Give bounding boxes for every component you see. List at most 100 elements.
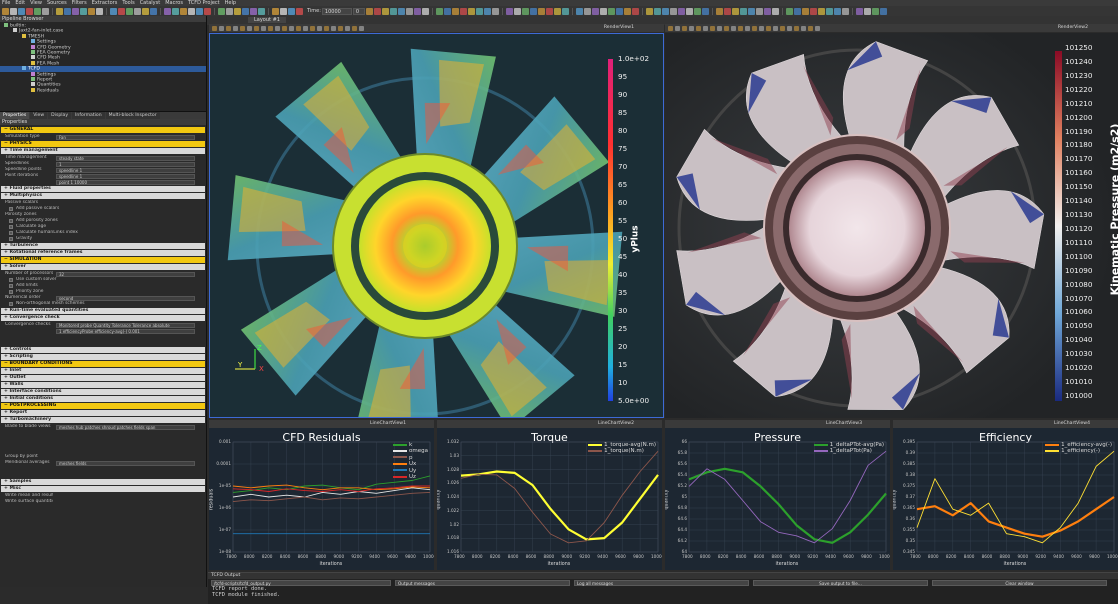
- view-toolbar-icon[interactable]: [766, 25, 771, 31]
- toolbar-icon[interactable]: [413, 7, 421, 15]
- toolbar-icon[interactable]: [96, 7, 103, 15]
- view-toolbar-icon[interactable]: [268, 25, 273, 31]
- toolbar-icon[interactable]: [793, 7, 801, 15]
- toolbar-icon[interactable]: [164, 7, 171, 15]
- menu-tcfd-project[interactable]: TCFD Project: [187, 0, 220, 6]
- view-toolbar-icon[interactable]: [296, 25, 301, 31]
- checkbox[interactable]: [9, 207, 13, 211]
- toolbar-icon[interactable]: [521, 7, 529, 15]
- pipeline-item[interactable]: TMESH: [0, 33, 206, 39]
- group-header[interactable]: + Report: [1, 410, 205, 416]
- view-toolbar-icon[interactable]: [794, 25, 799, 31]
- property-field[interactable]: 1: [56, 161, 195, 167]
- message-type-select[interactable]: Output messages: [395, 579, 570, 586]
- toolbar-icon[interactable]: [607, 7, 615, 15]
- toolbar-icon[interactable]: [188, 7, 195, 15]
- toolbar-icon[interactable]: [451, 7, 459, 15]
- toolbar-icon[interactable]: [747, 7, 755, 15]
- view-toolbar-icon[interactable]: [787, 25, 792, 31]
- property-field[interactable]: meshes hub patches shroud patches fields…: [56, 424, 195, 430]
- toolbar-icon[interactable]: [653, 7, 661, 15]
- tab-properties[interactable]: Properties: [0, 112, 30, 119]
- group-header[interactable]: + Interface conditions: [1, 389, 205, 395]
- toolbar-icon[interactable]: [685, 7, 693, 15]
- toolbar-icon[interactable]: [739, 7, 747, 15]
- view-toolbar-icon[interactable]: [808, 25, 813, 31]
- menu-catalyst[interactable]: Catalyst: [139, 0, 161, 6]
- view-toolbar-icon[interactable]: [780, 25, 785, 31]
- toolbar-icon[interactable]: [373, 7, 381, 15]
- section-header[interactable]: − PHYSICS: [1, 141, 205, 147]
- view-toolbar-icon[interactable]: [240, 25, 245, 31]
- line-chart[interactable]: CFD Residuals 0.001 0.0001 1e-05 1e-06 1e-07 1…: [209, 428, 434, 570]
- toolbar-icon[interactable]: [723, 7, 731, 15]
- property-field[interactable]: 32: [56, 271, 195, 277]
- toolbar-icon[interactable]: [435, 7, 443, 15]
- toolbar-icon[interactable]: [879, 7, 887, 15]
- view-toolbar-icon[interactable]: [310, 25, 315, 31]
- toolbar-icon[interactable]: [118, 7, 125, 15]
- view-toolbar-icon[interactable]: [710, 25, 715, 31]
- view-toolbar-icon[interactable]: [738, 25, 743, 31]
- view-toolbar-icon[interactable]: [233, 25, 238, 31]
- toolbar-icon[interactable]: [242, 7, 249, 15]
- property-checkbox-row[interactable]: Gravity: [1, 236, 205, 242]
- pipeline-item[interactable]: Settings: [0, 39, 206, 45]
- view-toolbar-icon[interactable]: [275, 25, 280, 31]
- toolbar-icon[interactable]: [64, 7, 71, 15]
- pipeline-item[interactable]: Settings: [0, 71, 206, 77]
- group-header[interactable]: + Scripting: [1, 354, 205, 360]
- toolbar-icon[interactable]: [150, 7, 157, 15]
- group-header[interactable]: + Fluid properties: [1, 186, 205, 192]
- toolbar-icon[interactable]: [863, 7, 871, 15]
- toolbar-icon[interactable]: [599, 7, 607, 15]
- view-toolbar-icon[interactable]: [261, 25, 266, 31]
- toolbar-icon[interactable]: [134, 7, 141, 15]
- pipeline-item[interactable]: TCFD: [0, 66, 206, 72]
- toolbar-icon[interactable]: [459, 7, 467, 15]
- pipeline-item[interactable]: builtin:: [0, 23, 206, 29]
- view-toolbar-icon[interactable]: [703, 25, 708, 31]
- view-toolbar-icon[interactable]: [359, 25, 364, 31]
- toolbar-icon[interactable]: [491, 7, 499, 15]
- toolbar-icon[interactable]: [623, 7, 631, 15]
- toolbar-icon[interactable]: [10, 7, 17, 15]
- property-field[interactable]: Monitored probe Quantity Tolerance Toler…: [56, 322, 195, 328]
- property-checkbox-row[interactable]: Add passive scalars: [1, 206, 205, 212]
- group-header[interactable]: + Controls: [1, 347, 205, 353]
- group-header[interactable]: + Multiphysics: [1, 193, 205, 199]
- toolbar-icon[interactable]: [475, 7, 483, 15]
- toolbar-icon[interactable]: [42, 7, 49, 15]
- view-toolbar-icon[interactable]: [815, 25, 820, 31]
- toolbar-icon[interactable]: [467, 7, 475, 15]
- pipeline-item[interactable]: CFD Mesh: [0, 55, 206, 61]
- property-checkbox-row[interactable]: Add porosity zones: [1, 218, 205, 224]
- toolbar-icon[interactable]: [615, 7, 623, 15]
- time-value-field[interactable]: 10000: [321, 7, 352, 15]
- layout-tab[interactable]: Layout #1: [248, 17, 286, 23]
- view-toolbar-icon[interactable]: [668, 25, 673, 31]
- toolbar-icon[interactable]: [645, 7, 653, 15]
- property-field[interactable]: steady state: [56, 155, 195, 161]
- toolbar-icon[interactable]: [2, 7, 9, 15]
- line-chart[interactable]: Efficiency 0.395 0.39 0.385 0.38 0.375 0.37 0.3…: [893, 428, 1118, 570]
- view-toolbar-icon[interactable]: [682, 25, 687, 31]
- toolbar-icon[interactable]: [693, 7, 701, 15]
- toolbar-icon[interactable]: [817, 7, 825, 15]
- view-toolbar-icon[interactable]: [324, 25, 329, 31]
- toolbar-icon[interactable]: [180, 7, 187, 15]
- menu-help[interactable]: Help: [224, 0, 237, 6]
- property-field[interactable]: speedline 1: [56, 167, 195, 173]
- view-toolbar-icon[interactable]: [254, 25, 259, 31]
- toolbar-icon[interactable]: [389, 7, 397, 15]
- toolbar-icon[interactable]: [833, 7, 841, 15]
- toolbar-icon[interactable]: [204, 7, 211, 15]
- tab-display[interactable]: Display: [48, 112, 72, 119]
- toolbar-icon[interactable]: [561, 7, 569, 15]
- group-header[interactable]: + Time management: [1, 148, 205, 154]
- toolbar-icon[interactable]: [381, 7, 389, 15]
- group-header[interactable]: + Solver: [1, 264, 205, 270]
- view-toolbar-icon[interactable]: [289, 25, 294, 31]
- toolbar-icon[interactable]: [809, 7, 817, 15]
- property-checkbox-row[interactable]: Use custom solver: [1, 277, 205, 283]
